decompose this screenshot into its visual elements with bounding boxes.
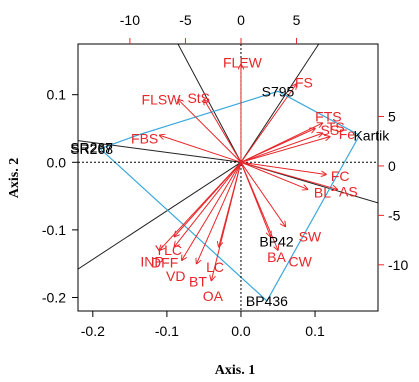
trait-arrow-bl <box>240 161 308 189</box>
trait-arrow-oa <box>211 162 242 280</box>
sector-line-4 <box>78 140 242 163</box>
genotype-label-sr268: SR268 <box>70 141 113 157</box>
trait-label-dff: DFF <box>151 254 178 270</box>
sector-lines <box>78 44 378 270</box>
genotype-label-s795: S795 <box>262 83 295 99</box>
right-axis-ticks: 5 0 -5 -10 <box>378 108 408 273</box>
trait-label-fbs: FBS <box>131 131 158 147</box>
x-tick-label-1: -0.1 <box>155 323 179 339</box>
trait-label-cw: CW <box>289 254 313 270</box>
trait-arrow-dff <box>174 161 242 246</box>
x-tick-label-2: 0.0 <box>231 323 251 339</box>
top-tick-label-1: -5 <box>179 12 192 28</box>
trait-arrow-vd <box>182 162 242 260</box>
y-tick-label-2: 0.0 <box>47 154 67 170</box>
trait-arrow-as <box>240 161 337 189</box>
trait-arrow-sts <box>204 99 242 163</box>
right-tick-label-3: -10 <box>388 257 408 273</box>
y-tick-label-3: 0.1 <box>47 87 67 103</box>
genotype-label-bp42: BP42 <box>259 233 293 249</box>
sector-line-3 <box>78 161 242 270</box>
y-tick-label-0: -0.2 <box>42 289 66 305</box>
top-tick-label-2: 0 <box>237 12 245 28</box>
trait-arrow-bt <box>197 162 242 263</box>
trait-label-fe: Fe <box>339 126 356 142</box>
genotype-label-bp436: BP436 <box>246 293 288 309</box>
trait-label-bl: BL <box>314 185 331 201</box>
x-tick-label-0: -0.2 <box>81 323 105 339</box>
sector-line-0 <box>177 44 242 163</box>
trait-arrow-inp <box>159 161 242 250</box>
trait-arrow-sw <box>240 162 285 226</box>
x-axis-title: Axis. 1 <box>215 363 255 378</box>
sector-line-1 <box>240 44 320 163</box>
trait-label-flsw: FLSW <box>142 91 182 107</box>
y-tick-label-1: -0.1 <box>42 222 66 238</box>
trait-arrow-ss <box>240 133 322 163</box>
trait-label-sw: SW <box>299 229 322 245</box>
trait-label-vd: VD <box>166 268 185 284</box>
x-tick-label-3: 0.1 <box>305 323 325 339</box>
genotype-label-kartik: Kartik <box>353 127 390 143</box>
trait-label-fs: FS <box>295 75 313 91</box>
trait-label-fc: FC <box>331 168 350 184</box>
y-axis-title: Axis. 2 <box>7 158 22 198</box>
trait-arrow-cw <box>240 162 278 250</box>
trait-label-ss: SS <box>321 122 340 138</box>
trait-arrow-ts <box>240 128 315 163</box>
x-axis-ticks: -0.2 -0.1 0.0 0.1 <box>81 311 325 339</box>
top-tick-label-0: -10 <box>120 12 140 28</box>
trait-label-bt: BT <box>189 273 207 289</box>
genotype-label-sr267: SR267 <box>70 139 113 155</box>
trait-arrow-fe <box>240 137 330 163</box>
trait-label-ba: BA <box>267 249 286 265</box>
trait-label-inp: INP <box>140 254 163 270</box>
trait-arrow-fs <box>240 84 297 163</box>
trait-arrow-fc <box>240 161 326 174</box>
y-axis-ticks: -0.2 -0.1 0.0 0.1 <box>42 87 78 305</box>
trait-arrow-fbs <box>159 135 242 163</box>
trait-label-flew: FLEW <box>223 54 263 70</box>
right-tick-label-0: 5 <box>388 108 396 124</box>
trait-label-ts: TS <box>327 119 345 135</box>
top-axis-ticks: -10 -5 0 5 <box>120 12 301 44</box>
trait-label-as: AS <box>339 183 358 199</box>
trait-label-oa: OA <box>203 288 224 304</box>
trait-label-fts: FTS <box>315 108 341 124</box>
trait-arrow-flsw <box>178 99 242 163</box>
right-tick-label-2: -5 <box>388 207 401 223</box>
right-tick-label-1: 0 <box>388 158 396 174</box>
plot-frame <box>77 43 379 312</box>
top-tick-label-3: 5 <box>293 12 301 28</box>
trait-label-sts: StS <box>187 90 210 106</box>
